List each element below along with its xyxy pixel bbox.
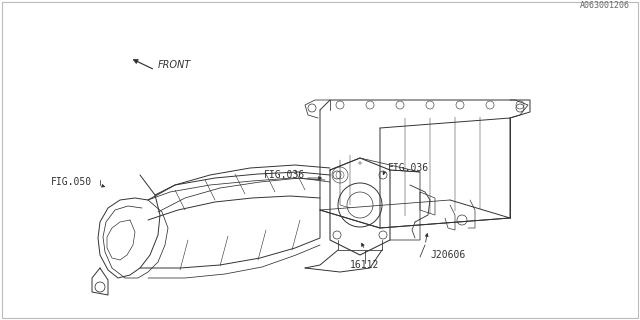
Text: 16112: 16112 bbox=[350, 260, 380, 270]
Text: J20606: J20606 bbox=[430, 250, 465, 260]
Text: FIG.036: FIG.036 bbox=[388, 163, 429, 173]
Text: FIG.050: FIG.050 bbox=[51, 177, 92, 187]
Text: FRONT: FRONT bbox=[158, 60, 191, 70]
Text: FIG.036: FIG.036 bbox=[264, 170, 305, 180]
Text: A063001206: A063001206 bbox=[580, 1, 630, 10]
